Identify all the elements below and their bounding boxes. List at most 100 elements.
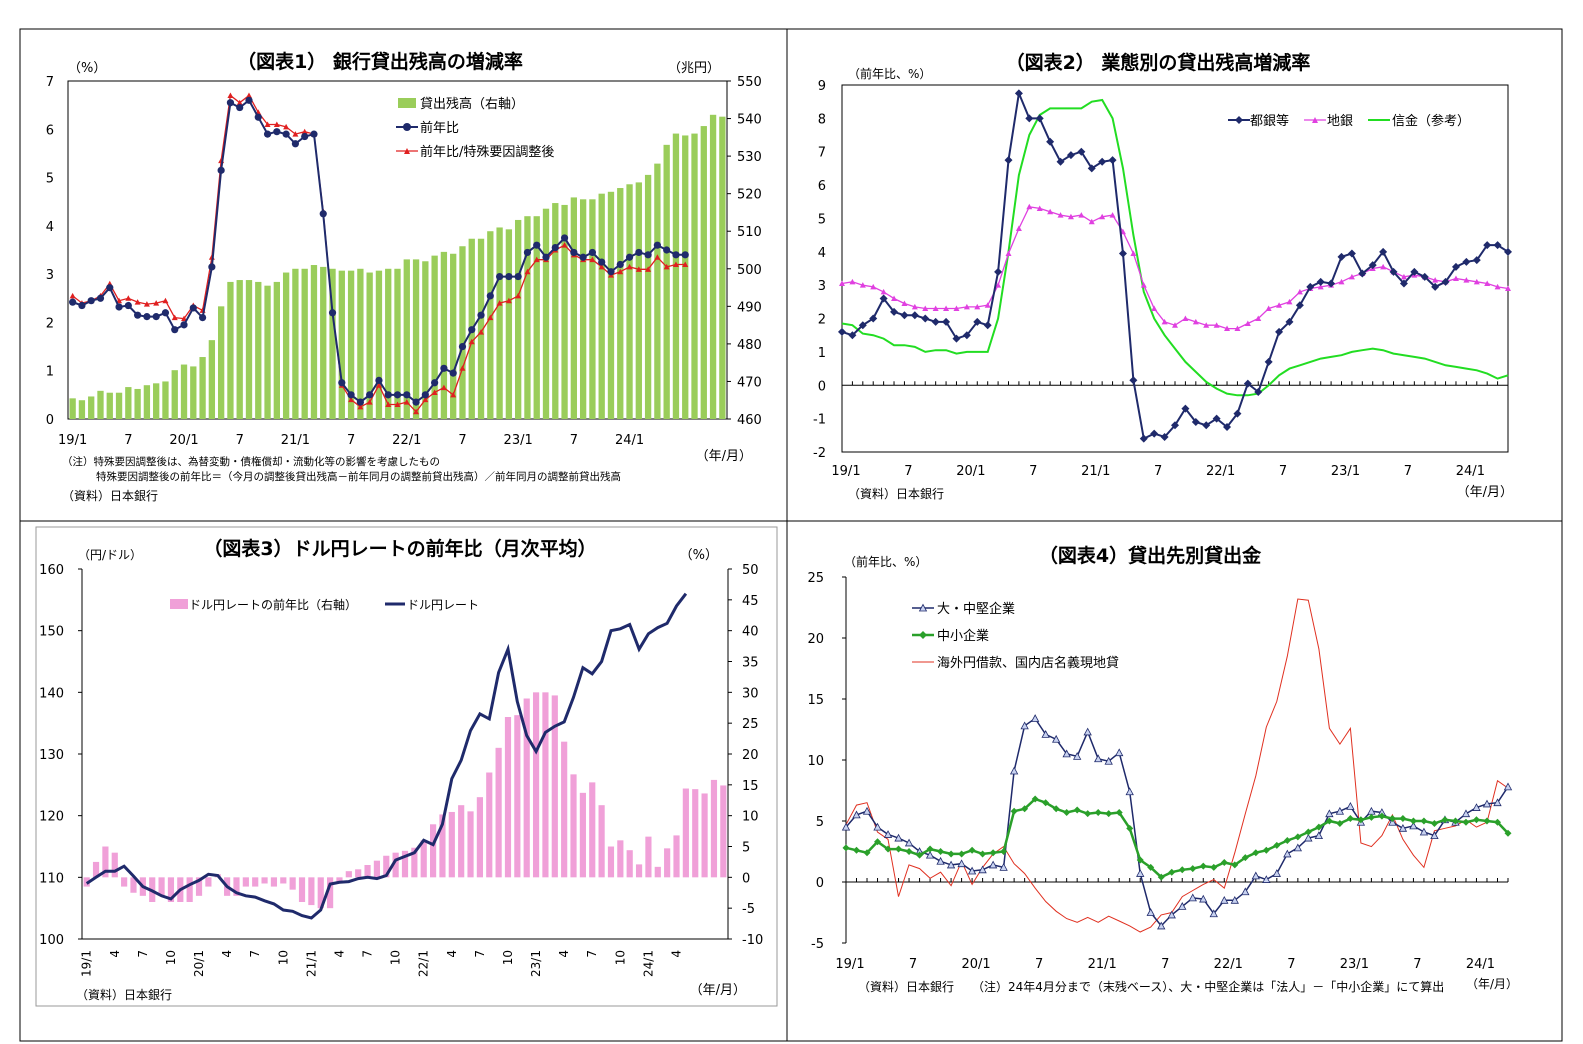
- chart2-left-tick: 0: [818, 379, 826, 394]
- chart2-regional-marker: [1463, 277, 1470, 283]
- chart2-x-label: 24/1: [1456, 464, 1485, 479]
- chart2-regional-marker: [1473, 278, 1480, 285]
- chart1-yoy-marker: [152, 313, 160, 321]
- chart1-yoy-marker: [514, 272, 522, 281]
- chart1-right-tick: 530: [737, 150, 762, 165]
- chart1-bar: [375, 270, 383, 419]
- chart2-city-marker: [1431, 282, 1440, 291]
- chart2-x-label: 7: [1404, 464, 1412, 479]
- chart3-left-unit: （円/ドル）: [78, 548, 142, 562]
- chart2-regional-marker: [870, 283, 877, 290]
- chart3-bar: [458, 805, 465, 878]
- chart4-sme-marker: [947, 850, 955, 858]
- chart2-regional-marker: [922, 305, 929, 312]
- chart3-bar: [401, 850, 409, 878]
- chart3-x-label: 4: [670, 950, 684, 958]
- chart1-yoy-marker: [421, 391, 429, 399]
- chart4-sme-marker: [1147, 863, 1155, 871]
- chart4-sme-marker: [1084, 810, 1092, 818]
- chart4-large-marker: [1503, 782, 1513, 791]
- chart1-adj-marker: [617, 268, 624, 275]
- chart4: （図表4）貸出先別貸出金 （前年比、%） -5 0 5 10 15 20 25 19/1 7 20/1…: [807, 544, 1518, 994]
- chart4-large-marker: [1335, 806, 1345, 815]
- chart1-left-tick: 4: [46, 220, 54, 235]
- chart4-sme-marker: [1441, 816, 1449, 824]
- chart2-regional-marker: [1088, 218, 1095, 225]
- chart2-city-marker: [1347, 249, 1356, 258]
- chart4-sme-marker: [884, 845, 892, 853]
- chart1-x-label: 7: [236, 433, 244, 448]
- chart1-bar: [143, 385, 151, 419]
- chart4-x-label: 21/1: [1088, 957, 1117, 972]
- chart1-right-tick: 520: [737, 188, 762, 203]
- chart3-bar: [158, 877, 165, 896]
- chart1-adj-marker: [431, 389, 438, 395]
- chart4-sme-marker: [937, 848, 945, 855]
- chart2-city-marker: [900, 311, 909, 320]
- chart1-yoy-marker: [338, 379, 346, 387]
- chart1-adj-marker: [69, 292, 76, 299]
- chart2-left-tick: -2: [813, 446, 826, 461]
- chart1-left-tick: 1: [46, 365, 54, 380]
- chart4-note: （資料）日本銀行 （注）24年4月分まで（末残ベース）、大・中堅企業は「法人」－…: [858, 979, 1444, 994]
- chart2-regional-marker: [891, 295, 898, 302]
- chart1-bar: [385, 268, 392, 419]
- chart1-yoy-marker: [384, 391, 392, 399]
- outer-frame: [19, 28, 1563, 1042]
- chart4-legend-large: 大・中堅企業: [937, 601, 1015, 617]
- chart2-regional-marker: [1484, 280, 1491, 287]
- chart1-adj-marker: [450, 391, 457, 398]
- chart4-large-marker: [1419, 827, 1429, 836]
- chart1-adj-marker: [125, 295, 132, 301]
- chart3-x-label: 4: [220, 950, 234, 958]
- chart2-city-marker: [910, 311, 919, 320]
- chart2-regional-marker: [1338, 278, 1345, 285]
- chart1-right-tick: 550: [737, 75, 762, 90]
- chart4-large-marker: [1262, 875, 1271, 883]
- chart2-left-unit: （前年比、%）: [848, 66, 931, 81]
- chart2-regional-marker: [1109, 212, 1116, 218]
- chart4-sme-marker: [1504, 829, 1512, 837]
- chart3-bar: [130, 877, 137, 893]
- chart3-bar: [195, 877, 203, 896]
- chart1-bar: [134, 388, 141, 419]
- chart4-large-marker: [1041, 730, 1050, 738]
- chart2-plot-frame: [841, 84, 1509, 453]
- chart4-sme-marker: [1420, 817, 1428, 825]
- chart2-city-marker: [1108, 156, 1117, 165]
- chart2-regional-marker: [1182, 315, 1189, 322]
- chart1-bar: [190, 366, 197, 419]
- chart2-source: （資料）日本銀行: [848, 487, 944, 501]
- chart4-sme-marker: [958, 850, 966, 858]
- chart1-adj-marker: [273, 121, 280, 127]
- chart1-bar: [579, 199, 587, 419]
- chart2-x-label: 19/1: [831, 464, 860, 479]
- chart1-adj-marker: [663, 263, 670, 270]
- chart2-regional-marker: [984, 302, 991, 308]
- chart2-city-marker: [973, 317, 982, 326]
- chart3-bar: [280, 877, 287, 884]
- chart2-regional-marker: [1005, 250, 1012, 256]
- chart1-right-tick: 490: [737, 300, 762, 315]
- chart4-large-marker: [1094, 754, 1103, 763]
- chart2-regional-marker: [1255, 315, 1262, 322]
- chart1-adj-marker: [403, 399, 410, 405]
- chart4-sme-marker: [863, 849, 871, 857]
- chart1-bar: [682, 135, 689, 419]
- chart4-sme-marker: [1126, 824, 1134, 832]
- chart1-adj-marker: [394, 401, 401, 408]
- chart4-large-marker: [1030, 714, 1040, 722]
- chart2-regional-marker: [1203, 322, 1210, 328]
- chart1-right-tick: 510: [737, 225, 762, 240]
- chart2-city-marker: [1066, 151, 1075, 160]
- chart4-sme-marker: [1094, 808, 1102, 816]
- chart2-regional-marker: [1224, 325, 1231, 332]
- chart4-sme-marker: [1000, 848, 1008, 855]
- chart3-right-tick: 25: [742, 717, 759, 732]
- chart1-bar: [524, 216, 531, 419]
- chart2-city-marker: [1441, 277, 1450, 286]
- chart2-city-marker: [1504, 247, 1512, 256]
- chart2-regional-marker: [849, 278, 856, 285]
- chart4-x-label: 22/1: [1214, 957, 1243, 972]
